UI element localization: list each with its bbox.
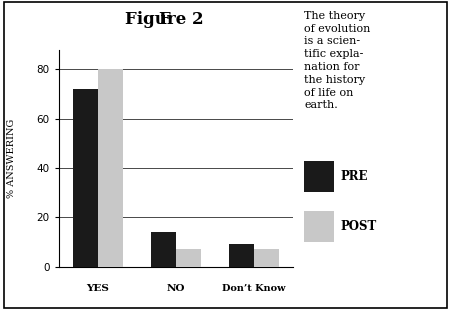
Text: F: F bbox=[159, 11, 170, 28]
Bar bbox=[176, 249, 201, 267]
Text: NO: NO bbox=[166, 284, 185, 293]
Bar bbox=[254, 249, 279, 267]
Text: % ANSWERING: % ANSWERING bbox=[7, 118, 16, 198]
Text: Figure 2: Figure 2 bbox=[125, 11, 204, 28]
Bar bbox=[73, 89, 98, 267]
Bar bbox=[98, 69, 123, 267]
Text: The theory
of evolution
is a scien-
tific expla-
nation for
the history
of life : The theory of evolution is a scien- tifi… bbox=[304, 11, 371, 110]
Text: Don’t Know: Don’t Know bbox=[222, 284, 286, 293]
Bar bbox=[151, 232, 176, 267]
Text: POST: POST bbox=[341, 220, 377, 233]
Text: YES: YES bbox=[86, 284, 109, 293]
Bar bbox=[229, 244, 254, 267]
Text: PRE: PRE bbox=[341, 170, 368, 183]
Y-axis label: % Answering: % Answering bbox=[0, 309, 1, 310]
